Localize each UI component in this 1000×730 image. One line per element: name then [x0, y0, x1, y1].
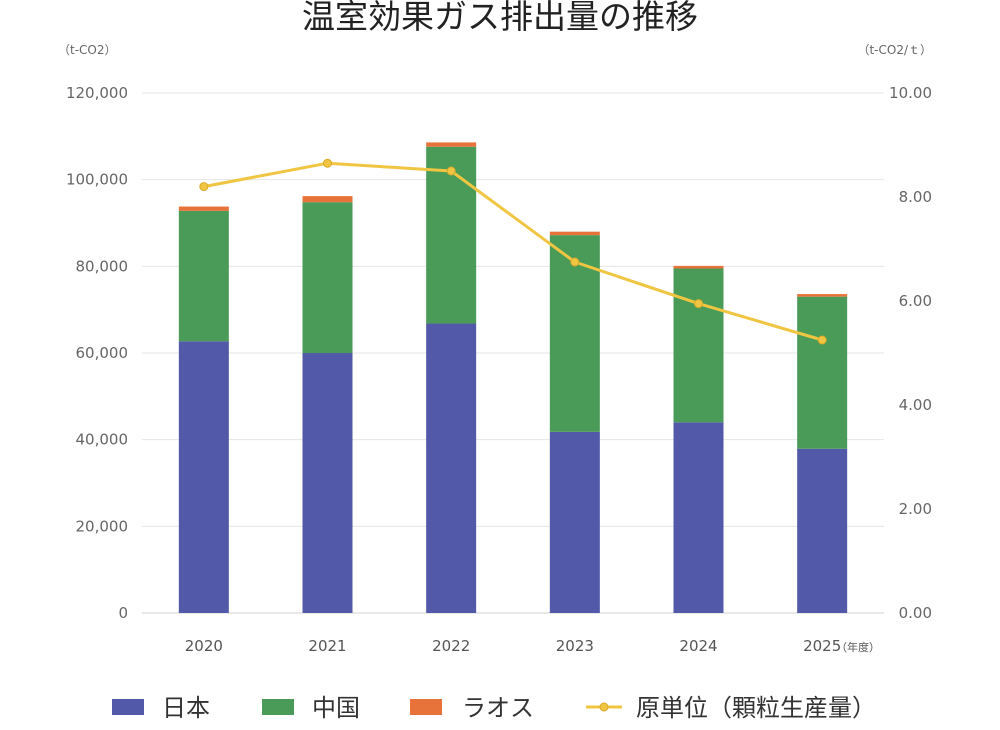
bar-segment	[673, 422, 724, 613]
line-point	[323, 158, 332, 168]
chart-title: 温室効果ガス排出量の推移	[302, 0, 698, 36]
legend-label: 原単位（顆粒生産量）	[636, 694, 876, 722]
right-axis-tick-label: 0.00	[899, 604, 932, 622]
gridlines	[142, 92, 884, 614]
bar-segment	[178, 210, 229, 342]
right-axis-tick-label: 2.00	[899, 500, 932, 518]
right-axis-tick-label: 10.00	[889, 84, 932, 102]
bar-segment	[797, 296, 848, 449]
left-axis-tick-label: 80,000	[76, 257, 129, 275]
bar-segment	[797, 294, 848, 297]
left-axis-ticks: 0 20,000 40,000 60,000 80,000 100,000 120,000	[66, 84, 128, 622]
right-axis-unit: （t-CO2/ｔ）	[857, 43, 932, 57]
right-axis-tick-label: 4.00	[899, 396, 932, 414]
bar-segment	[426, 323, 477, 613]
left-axis-tick-label: 0	[118, 604, 128, 622]
left-axis-tick-label: 60,000	[76, 344, 129, 362]
x-axis-tick-label: 2022	[432, 637, 470, 655]
line-point	[694, 299, 703, 309]
bar-segment	[302, 202, 353, 353]
x-axis-tick-label: 2023	[556, 637, 594, 655]
legend-label: 日本	[162, 694, 210, 722]
legend-line-marker	[599, 702, 609, 712]
bar-segment	[302, 353, 353, 613]
bar-segment	[673, 265, 724, 269]
x-axis-ticks: 2020 2021 2022 2023 2024 2025	[185, 637, 842, 655]
legend: 日本 中国 ラオス 原単位（顆粒生産量）	[112, 694, 876, 722]
bar-segment	[549, 431, 600, 613]
bar-segment	[426, 146, 477, 324]
bar-series	[178, 142, 848, 613]
x-axis-tick-label: 2024	[679, 637, 717, 655]
line-point	[446, 166, 456, 176]
bar-segment	[673, 268, 724, 423]
right-axis-tick-label: 6.00	[899, 292, 932, 310]
line-point	[570, 257, 580, 267]
x-axis-tick-label: 2025	[803, 637, 841, 655]
legend-label: ラオス	[462, 694, 534, 722]
line-point	[199, 182, 209, 192]
right-axis-tick-label: 8.00	[899, 188, 932, 206]
bar-segment	[426, 142, 477, 147]
left-axis-tick-label: 40,000	[76, 431, 129, 449]
bar-segment	[549, 231, 600, 236]
left-axis-tick-label: 120,000	[66, 84, 128, 102]
bar-segment	[797, 448, 848, 613]
x-axis-tick-label: 2020	[185, 637, 223, 655]
left-axis-unit: （t-CO2）	[58, 43, 117, 57]
legend-swatch	[262, 699, 294, 715]
x-axis-tick-label: 2021	[308, 637, 346, 655]
legend-label: 中国	[312, 694, 360, 722]
x-axis-suffix: （年度）	[836, 640, 880, 654]
line-series	[199, 158, 827, 345]
left-axis-tick-label: 100,000	[66, 171, 128, 189]
bar-segment	[178, 341, 229, 613]
bar-segment	[302, 196, 353, 203]
left-axis-tick-label: 20,000	[76, 517, 129, 535]
right-axis-ticks: 0.00 2.00 4.00 6.00 8.00 10.00	[889, 84, 932, 622]
legend-swatch	[410, 699, 442, 715]
bar-segment	[178, 206, 229, 211]
legend-swatch	[112, 699, 144, 715]
line-point	[817, 335, 827, 345]
series-line	[203, 161, 823, 342]
